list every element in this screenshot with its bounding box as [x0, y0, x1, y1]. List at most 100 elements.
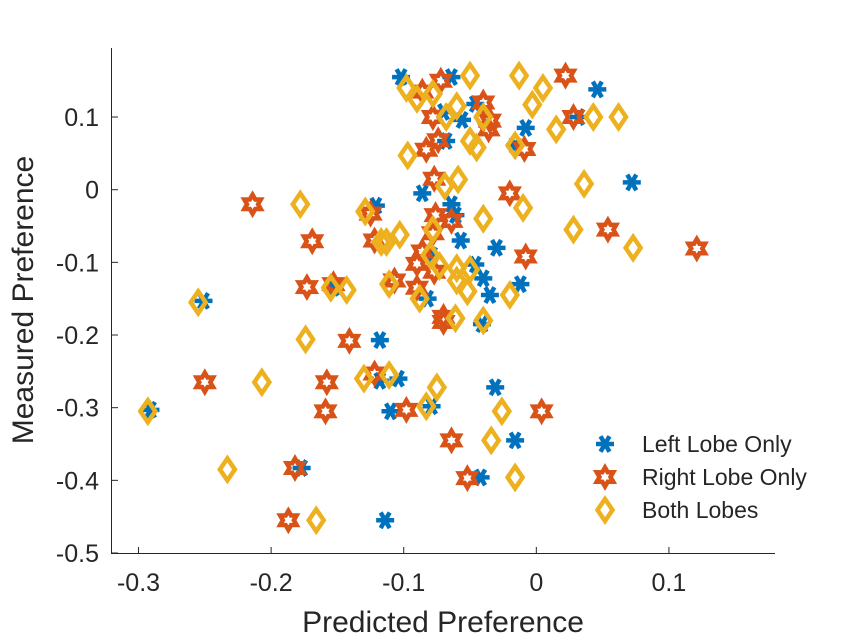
both-lobes-point [573, 168, 595, 199]
left-lobe-point [413, 184, 432, 203]
both-lobes-point [504, 462, 526, 493]
x-axis-title: Predicted Preference [302, 606, 584, 639]
x-tick-label: -0.1 [382, 569, 425, 597]
right-lobe-point [455, 464, 480, 493]
right-lobe-point [595, 215, 621, 244]
both-lobes-point [447, 164, 469, 195]
both-lobes-point [459, 60, 481, 91]
right-lobe-point [513, 242, 538, 271]
both-lobes-point [409, 283, 430, 314]
both-lobes-point [435, 102, 457, 133]
both-lobes-point [422, 78, 444, 109]
left-lobe-point [486, 378, 505, 397]
y-tick-labels: -0.5 -0.4 -0.3 -0.2 -0.1 0 0.1 [56, 104, 99, 568]
both-lobes-point [457, 276, 478, 307]
legend-markers [592, 435, 618, 525]
right-lobe-point [553, 61, 578, 90]
both-lobes-point [355, 196, 376, 227]
both-lobes-point [251, 367, 273, 398]
right-lobe-point [404, 273, 430, 302]
right-lobe-point [313, 397, 338, 426]
both-lobes-point [187, 287, 209, 318]
right-lobe-point [394, 395, 419, 424]
left-lobe-point [451, 231, 470, 250]
left-lobe-point [506, 431, 525, 450]
y-tick-label: -0.5 [56, 540, 99, 568]
both-lobes-point [508, 60, 530, 91]
both-lobes-point [426, 372, 448, 403]
both-lobes-point [290, 189, 311, 220]
right-lobe-point [471, 88, 496, 117]
both-lobes-point [466, 132, 487, 163]
both-lobes-point [504, 130, 526, 161]
legend-label-both-lobes: Both Lobes [642, 497, 758, 523]
y-tick-label: -0.2 [56, 322, 99, 350]
both-lobes-point [532, 72, 554, 103]
both-lobes-point [336, 274, 357, 305]
x-tick-label: -0.3 [117, 569, 160, 597]
legend-label-left-lobe: Left Lobe Only [642, 431, 792, 457]
right-lobe-point [497, 179, 522, 208]
both-lobes-point [545, 114, 567, 145]
right-lobe-point [426, 126, 451, 155]
x-tick-label: -0.2 [250, 569, 293, 597]
both-lobes-point [522, 89, 543, 120]
left-lobe-point [622, 173, 641, 192]
left-lobe-point [376, 511, 395, 530]
right-lobe-point [282, 454, 308, 482]
both-lobes-point [320, 272, 342, 303]
right-lobe-point [276, 506, 301, 535]
right-lobe-point [422, 257, 447, 286]
legend-marker-both-lobes [594, 495, 616, 525]
both-lobes-point [512, 192, 534, 223]
x-tick-labels: -0.3 -0.2 -0.1 0 0.1 [117, 569, 686, 597]
both-lobes-point [295, 324, 316, 355]
axes [111, 48, 775, 554]
legend-label-right-lobe: Right Lobe Only [642, 464, 807, 490]
left-lobe-point [511, 275, 530, 294]
both-lobes-point [397, 140, 418, 171]
right-lobe-point [431, 307, 456, 336]
y-axis-title: Measured Preference [7, 156, 40, 445]
legend-marker-left-lobe [596, 435, 614, 453]
both-lobes-point [370, 227, 392, 258]
data-points [137, 60, 709, 536]
right-lobe-point [300, 227, 325, 256]
both-lobes-point [137, 396, 159, 427]
x-tick-label: 0.1 [652, 569, 687, 597]
series-left-lobe [141, 68, 641, 530]
right-lobe-point [192, 368, 217, 397]
both-lobes-point [473, 102, 494, 133]
both-lobes-point [217, 454, 238, 485]
y-tick-label: -0.1 [56, 249, 99, 277]
y-tick-label: 0.1 [64, 104, 99, 132]
right-lobe-point [512, 135, 537, 163]
both-lobes-point [481, 425, 502, 456]
left-lobe-point [516, 119, 535, 137]
legend: Left Lobe Only Right Lobe Only Both Lobe… [592, 431, 807, 525]
y-tick-label: -0.3 [56, 395, 99, 423]
left-lobe-point [381, 402, 400, 421]
both-lobes-point [376, 227, 397, 258]
right-lobe-point [422, 164, 447, 193]
left-lobe-point [588, 80, 607, 99]
both-lobes-point [445, 303, 466, 334]
tick-marks [111, 116, 670, 554]
both-lobes-point [305, 505, 327, 536]
right-lobe-point [684, 234, 709, 263]
y-tick-label: -0.4 [56, 467, 99, 495]
right-lobe-point [477, 106, 503, 135]
legend-marker-right-lobe [592, 463, 618, 491]
both-lobes-point [396, 72, 417, 103]
both-lobes-point [608, 102, 629, 133]
left-lobe-point [474, 269, 493, 288]
both-lobes-point [583, 102, 604, 133]
both-lobes-point [422, 214, 444, 245]
both-lobes-point [473, 203, 494, 234]
right-lobe-point [240, 190, 265, 219]
right-lobe-point [439, 426, 464, 455]
both-lobes-point [446, 91, 467, 122]
both-lobes-point [499, 280, 521, 311]
y-tick-label: 0 [85, 177, 99, 205]
